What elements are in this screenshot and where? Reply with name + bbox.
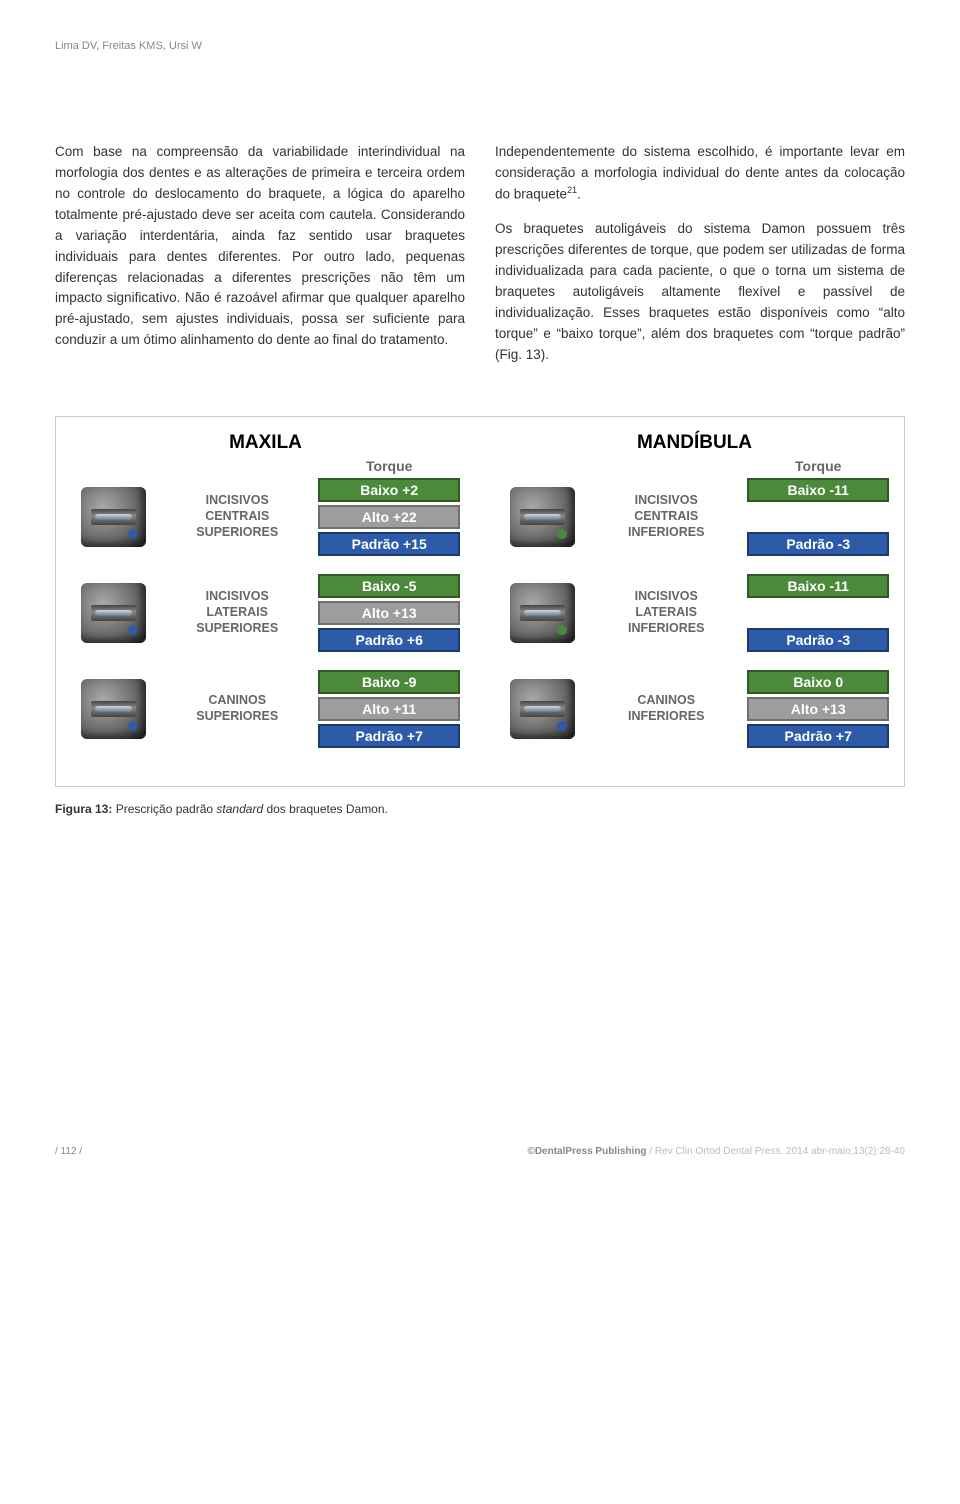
torque-row: INCISIVOSCENTRAISINFERIORESBaixo -11 Padr… <box>500 478 889 556</box>
footer: / 112 / ©DentalPress Publishing / Rev Cl… <box>55 1146 905 1157</box>
row-label: INCISIVOSCENTRAISINFERIORES <box>585 478 747 556</box>
torque-bar: Padrão -3 <box>747 628 889 652</box>
footer-page: / 112 / <box>55 1146 82 1157</box>
header-authors: Lima DV, Freitas KMS, Ursi W <box>55 40 905 52</box>
bracket-dot <box>128 721 138 731</box>
torque-bar: Baixo 0 <box>747 670 889 694</box>
torque-bar: Padrão +15 <box>318 532 460 556</box>
torque-row: CANINOSSUPERIORESBaixo -9 Alto +11 Padrão … <box>71 670 460 748</box>
torque-bar: Alto +13 <box>747 697 889 721</box>
column-right: Independentemente do sistema escolhido, … <box>495 142 905 366</box>
torque-bar: Padrão +7 <box>318 724 460 748</box>
torque-bar: Baixo +2 <box>318 478 460 502</box>
bracket-image-cell <box>500 670 585 748</box>
torque-bars: Baixo -11 Padrão -3 <box>747 478 889 556</box>
torque-bar: Baixo -11 <box>747 478 889 502</box>
torque-bar: Baixo -9 <box>318 670 460 694</box>
caption-italic: standard <box>216 802 263 816</box>
torque-bars: Baixo +2 Alto +22 Padrão +15 <box>318 478 460 556</box>
torque-header-label: Torque <box>318 458 460 476</box>
figure-caption: Figura 13: Prescrição padrão standard do… <box>55 802 905 816</box>
torque-row: CANINOSINFERIORESBaixo 0 Alto +13 Padrão +… <box>500 670 889 748</box>
torque-bars: Baixo -5 Alto +13 Padrão +6 <box>318 574 460 652</box>
bracket-image-cell <box>500 574 585 652</box>
torque-bar: Baixo -11 <box>747 574 889 598</box>
bracket-image <box>81 487 146 547</box>
figure-13: MAXILATorqueINCISIVOSCENTRAISSUPERIORESB… <box>55 416 905 787</box>
torque-bar: Alto +11 <box>318 697 460 721</box>
panel-title: MAXILA <box>71 432 460 454</box>
column-left: Com base na compreensão da variabilidade… <box>55 142 465 366</box>
body-text: Com base na compreensão da variabilidade… <box>55 142 905 366</box>
bracket-image <box>81 583 146 643</box>
bracket-image <box>510 679 575 739</box>
bracket-image <box>510 487 575 547</box>
footer-ref: Rev Clin Ortod Dental Press. 2014 abr-ma… <box>655 1146 905 1157</box>
bracket-dot <box>128 625 138 635</box>
row-label: CANINOSINFERIORES <box>585 670 747 748</box>
torque-bars: Baixo 0 Alto +13 Padrão +7 <box>747 670 889 748</box>
row-label: INCISIVOSCENTRAISSUPERIORES <box>156 478 318 556</box>
caption-bold: Figura 13: <box>55 802 112 816</box>
torque-row: INCISIVOSCENTRAISSUPERIORESBaixo +2 Alto … <box>71 478 460 556</box>
sup-21: 21 <box>567 185 577 195</box>
footer-publisher: ©DentalPress Publishing <box>527 1146 646 1157</box>
torque-bar: Alto +22 <box>318 505 460 529</box>
torque-bars: Baixo -9 Alto +11 Padrão +7 <box>318 670 460 748</box>
torque-bar: Alto +13 <box>318 601 460 625</box>
bracket-dot <box>557 721 567 731</box>
torque-header-label: Torque <box>747 458 889 476</box>
torque-bar: Padrão +6 <box>318 628 460 652</box>
caption-text2: dos braquetes Damon. <box>263 802 388 816</box>
col2-b: . <box>577 186 581 201</box>
torque-panel: MANDÍBULATorqueINCISIVOSCENTRAISINFERIOR… <box>500 432 889 766</box>
torque-panel: MAXILATorqueINCISIVOSCENTRAISSUPERIORESB… <box>71 432 460 766</box>
bracket-image-cell <box>71 478 156 556</box>
torque-row: INCISIVOSLATERAISSUPERIORESBaixo -5 Alto … <box>71 574 460 652</box>
torque-bar: Padrão -3 <box>747 532 889 556</box>
bracket-dot <box>128 529 138 539</box>
caption-text: Prescrição padrão <box>112 802 216 816</box>
bracket-image-cell <box>500 478 585 556</box>
torque-bar: Padrão +7 <box>747 724 889 748</box>
row-label: CANINOSSUPERIORES <box>156 670 318 748</box>
bracket-image-cell <box>71 670 156 748</box>
torque-bar: Baixo -5 <box>318 574 460 598</box>
torque-bars: Baixo -11 Padrão -3 <box>747 574 889 652</box>
footer-sep: / <box>647 1146 655 1157</box>
bracket-image <box>81 679 146 739</box>
col2-c: Os braquetes autoligáveis do sistema Dam… <box>495 219 905 365</box>
bracket-dot <box>557 625 567 635</box>
bracket-image-cell <box>71 574 156 652</box>
row-label: INCISIVOSLATERAISINFERIORES <box>585 574 747 652</box>
torque-row: INCISIVOSLATERAISINFERIORESBaixo -11 Padr… <box>500 574 889 652</box>
col2-a: Independentemente do sistema escolhido, … <box>495 144 905 201</box>
bracket-dot <box>557 529 567 539</box>
row-label: INCISIVOSLATERAISSUPERIORES <box>156 574 318 652</box>
panel-title: MANDÍBULA <box>500 432 889 454</box>
bracket-image <box>510 583 575 643</box>
